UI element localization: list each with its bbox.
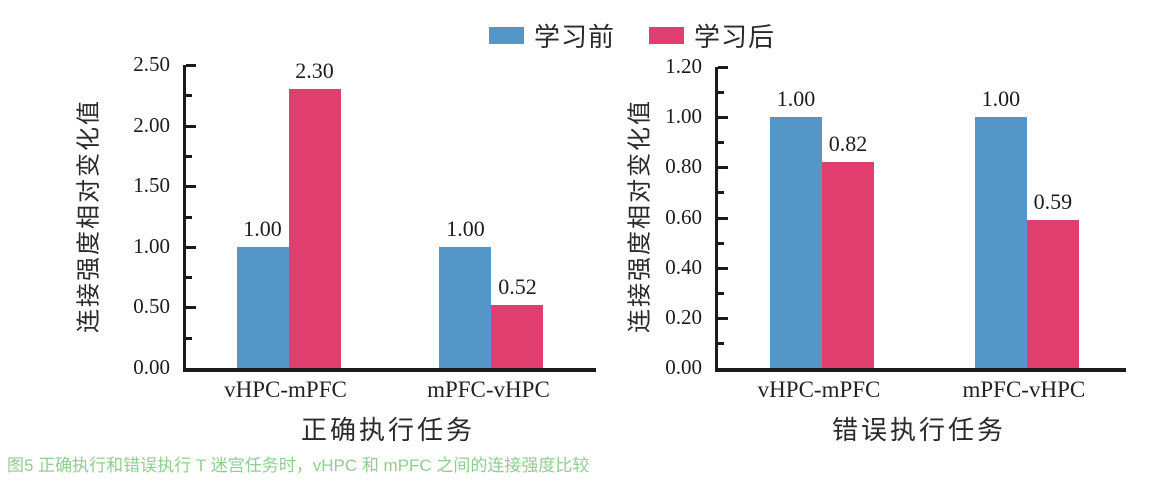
y-tick-label: 0.50 (133, 294, 170, 319)
bar-before-learning-mpfc-vhpc (439, 246, 492, 368)
category-label: vHPC-mPFC (757, 377, 881, 402)
legend-item-after-learning: 学习后 (649, 17, 775, 54)
y-tick-label: 0.60 (665, 204, 702, 229)
y-tick-major (718, 216, 728, 220)
y-tick-minor (718, 341, 724, 345)
y-tick-major (718, 166, 728, 170)
bar-value-label: 1.00 (446, 215, 485, 241)
legend-label-before-learning: 学习前 (534, 23, 616, 52)
y-tick-major (718, 116, 728, 120)
y-tick-label: 1.00 (133, 233, 170, 258)
bar-value-label: 1.00 (776, 86, 816, 112)
y-tick-label: 1.00 (665, 104, 702, 129)
y-tick-minor (718, 291, 724, 295)
y-tick-minor (718, 191, 724, 195)
y-tick-major (186, 185, 196, 189)
bar-after-learning-vhpc-mpfc (822, 162, 875, 368)
legend-item-before-learning: 学习前 (489, 17, 615, 54)
bar-value-label: 0.52 (498, 273, 537, 299)
y-tick-major (186, 124, 196, 128)
y-tick-minor (718, 241, 724, 245)
bar-value-label: 1.00 (981, 86, 1021, 112)
y-tick-major (186, 306, 196, 310)
y-axis-title: 连接强度相对变化值 (627, 99, 654, 333)
y-tick-major (718, 316, 728, 320)
y-tick-minor (186, 215, 192, 219)
bar-before-learning-vhpc-mpfc (770, 117, 823, 368)
y-axis-title: 连接强度相对变化值 (76, 99, 103, 333)
y-tick-minor (718, 91, 724, 95)
legend-label-after-learning: 学习后 (694, 23, 776, 52)
plot-area: 1.00 0.82 1.00 0.59 (715, 66, 1126, 372)
y-tick-label: 0.20 (665, 304, 702, 329)
y-tick-label: 0.00 (133, 355, 170, 379)
bar-before-learning-vhpc-mpfc (236, 246, 289, 368)
y-tick-label: 1.50 (133, 173, 170, 198)
bar-after-learning-mpfc-vhpc (491, 304, 544, 368)
y-tick-minor (186, 276, 192, 280)
bar-value-label: 0.82 (828, 131, 868, 157)
bar-after-learning-vhpc-mpfc (288, 89, 341, 368)
y-tick-label: 0.00 (665, 355, 702, 379)
category-label: vHPC-mPFC (224, 377, 347, 402)
legend-swatch-after-learning (649, 27, 685, 44)
bar-value-label: 0.59 (1033, 189, 1073, 215)
x-axis-title: 正确执行任务 (300, 416, 476, 445)
chart-legend: 学习前 学习后 (489, 17, 775, 54)
y-tick-label: 2.50 (133, 52, 170, 76)
y-tick-label: 0.80 (665, 154, 702, 179)
y-tick-label: 0.40 (665, 254, 702, 279)
y-tick-major (718, 266, 728, 270)
bar-value-label: 2.30 (295, 58, 334, 84)
plot-area: 1.00 2.30 1.00 0.52 (183, 58, 596, 372)
figure-caption: 图5 正确执行和错误执行 T 迷宫任务时，vHPC 和 mPFC 之间的连接强度… (7, 456, 590, 475)
y-tick-major (186, 245, 196, 249)
category-label: mPFC-vHPC (427, 377, 550, 402)
bar-before-learning-mpfc-vhpc (974, 117, 1027, 368)
y-tick-minor (186, 154, 192, 158)
x-axis-title: 错误执行任务 (831, 416, 1007, 445)
legend-swatch-before-learning (489, 27, 524, 44)
category-label: mPFC-vHPC (962, 377, 1086, 402)
y-tick-minor (186, 94, 192, 98)
y-tick-major (186, 64, 196, 67)
bar-value-label: 1.00 (243, 215, 282, 241)
bar-after-learning-mpfc-vhpc (1026, 220, 1079, 368)
y-tick-minor (186, 336, 192, 340)
y-tick-major (718, 66, 728, 69)
y-tick-label: 2.00 (133, 112, 170, 137)
y-tick-minor (718, 141, 724, 145)
y-tick-label: 1.20 (665, 54, 702, 78)
